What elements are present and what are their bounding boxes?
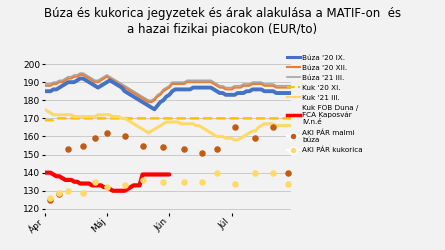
Point	[270, 171, 277, 175]
Point	[231, 182, 238, 186]
Point	[270, 126, 277, 130]
Point	[103, 185, 110, 189]
Point	[160, 180, 167, 184]
Point	[92, 136, 99, 140]
Point	[231, 126, 238, 130]
Point	[284, 182, 291, 186]
Point	[181, 180, 188, 184]
Point	[56, 190, 63, 194]
Point	[198, 151, 206, 155]
Point	[181, 147, 188, 151]
Point	[139, 178, 146, 182]
Point	[121, 134, 128, 138]
Point	[47, 196, 54, 200]
Point	[92, 180, 99, 184]
Point	[80, 190, 87, 194]
Point	[139, 144, 146, 148]
Point	[80, 144, 87, 148]
Point	[56, 192, 63, 196]
Point	[213, 171, 220, 175]
Text: Búza és kukorica jegyzetek és árak alakulása a MATIF-on  és
a hazai fizikai piac: Búza és kukorica jegyzetek és árak alaku…	[44, 8, 401, 36]
Point	[103, 131, 110, 135]
Legend: Búza '20 IX., Búza '20 XII., Búza '21 III., Kuk '20 XI., Kuk '21 III., Kuk FOB D: Búza '20 IX., Búza '20 XII., Búza '21 II…	[283, 52, 366, 156]
Point	[121, 183, 128, 187]
Point	[252, 136, 259, 140]
Point	[47, 198, 54, 202]
Point	[65, 189, 72, 193]
Point	[160, 145, 167, 149]
Point	[284, 171, 291, 175]
Point	[213, 147, 220, 151]
Point	[198, 180, 206, 184]
Point	[252, 171, 259, 175]
Point	[65, 147, 72, 151]
